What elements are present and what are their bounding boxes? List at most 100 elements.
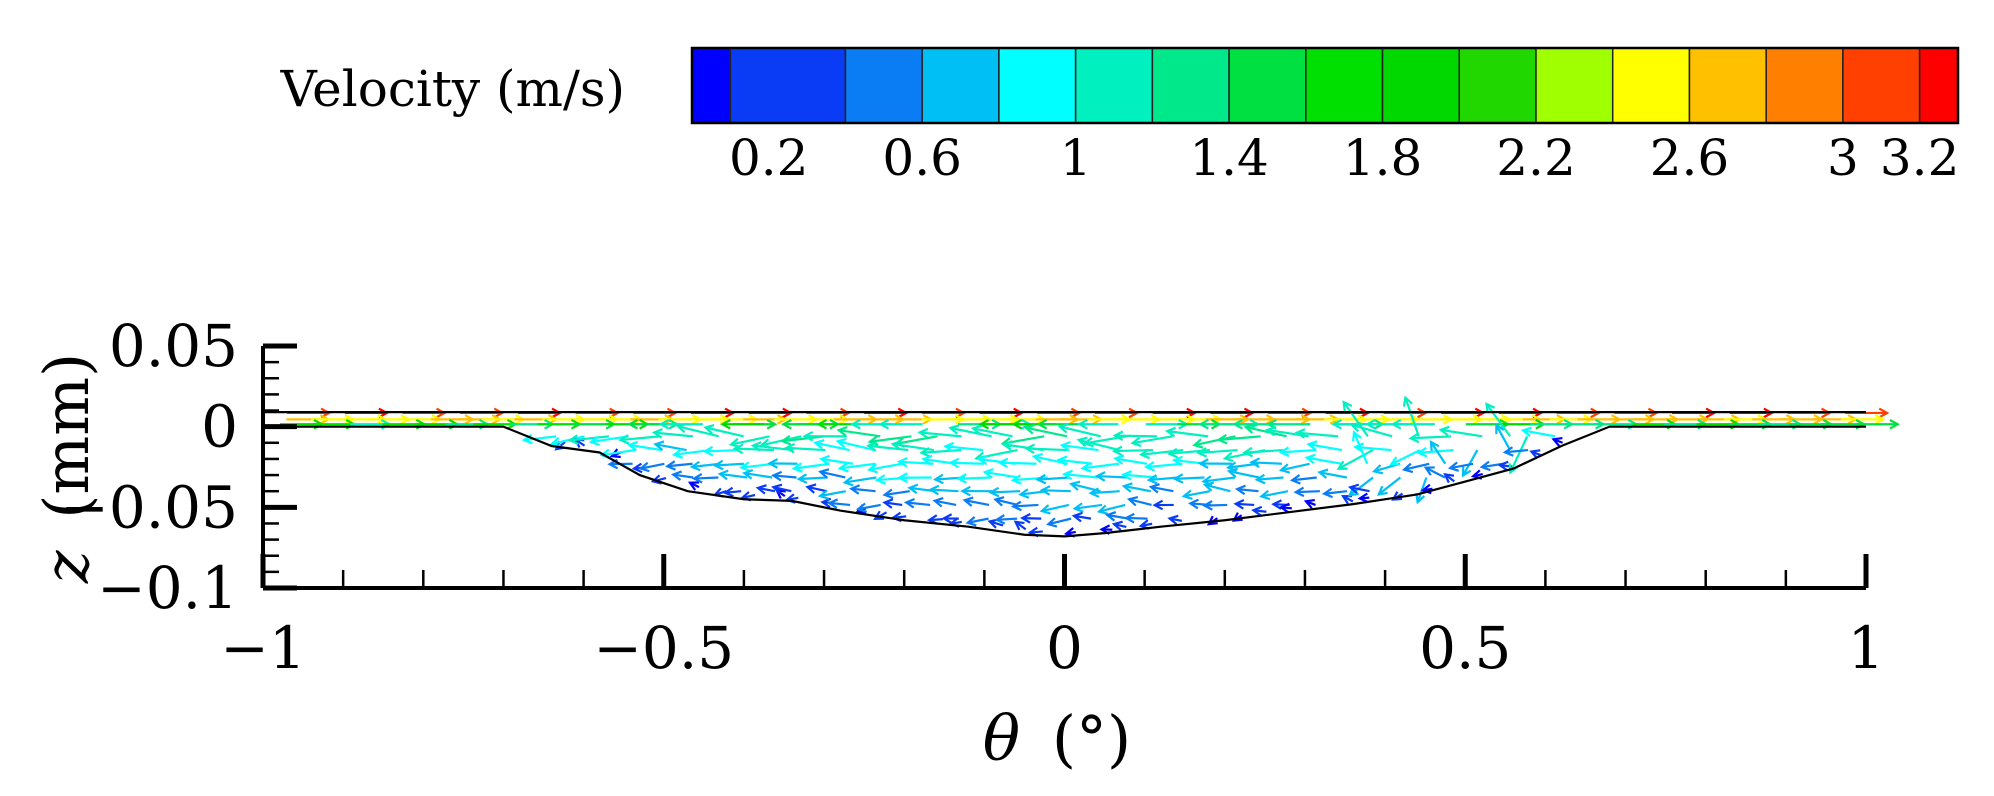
velocity-arrow	[1144, 461, 1183, 472]
velocity-arrow	[1243, 423, 1287, 438]
velocity-arrow	[1226, 467, 1260, 479]
y-tick-label: 0.05	[109, 312, 238, 380]
velocity-arrow	[1520, 426, 1556, 438]
velocity-arrow	[1046, 517, 1072, 528]
y-tick-label: 0	[201, 393, 238, 461]
velocity-arrow	[878, 418, 923, 430]
velocity-arrow	[1024, 443, 1068, 455]
velocity-arrow	[771, 470, 797, 482]
velocity-arrow	[903, 497, 931, 509]
velocity-arrow	[1429, 440, 1447, 465]
colorbar-swatch	[844, 47, 923, 124]
velocity-arrow	[997, 457, 1037, 469]
velocity-arrow	[1443, 473, 1455, 484]
colorbar-swatch	[1918, 47, 1959, 124]
velocity-arrow	[994, 514, 1018, 525]
colorbar-tick-label: 2.2	[1496, 129, 1576, 187]
velocity-arrow	[1181, 489, 1211, 500]
colorbar-swatch	[1765, 47, 1844, 124]
x-tick-label: −0.5	[593, 614, 734, 682]
velocity-arrow	[1855, 418, 1901, 430]
velocity-arrow	[1121, 482, 1152, 493]
velocity-arrow	[882, 498, 903, 509]
velocity-arrow	[1317, 468, 1348, 479]
velocity-arrow	[960, 485, 992, 497]
velocity-arrow	[771, 483, 792, 494]
colorbar-swatch	[1074, 47, 1154, 124]
velocity-arrow	[855, 502, 881, 513]
velocity-arrow	[970, 424, 1013, 438]
colorbar-swatch	[1381, 47, 1461, 124]
velocity-arrow	[791, 462, 830, 473]
velocity-arrow	[796, 473, 828, 484]
velocity-arrow	[1401, 462, 1430, 474]
velocity-arrow	[742, 469, 773, 480]
velocity-arrow	[1172, 473, 1205, 484]
velocity-arrow	[1304, 453, 1343, 465]
velocity-arrow	[691, 472, 719, 484]
velocity-arrow	[813, 439, 850, 452]
colorbar-swatch	[1611, 47, 1691, 124]
velocity-vectors	[279, 395, 1901, 538]
velocity-arrow	[567, 434, 610, 445]
velocity-arrow	[1423, 466, 1446, 479]
colorbar-swatch	[1228, 47, 1307, 124]
velocity-arrow	[720, 418, 765, 430]
colorbar-swatch	[1458, 47, 1537, 124]
colorbar-swatch	[1151, 47, 1230, 124]
velocity-arrow	[1123, 512, 1148, 524]
velocity-arrow	[675, 422, 720, 438]
velocity-arrow	[717, 469, 748, 481]
velocity-arrow	[1306, 440, 1343, 452]
velocity-arrow	[1349, 421, 1393, 438]
velocity-arrow	[932, 497, 957, 508]
velocity-arrow	[965, 516, 989, 527]
velocity-arrow	[1461, 449, 1479, 478]
velocity-arrow	[618, 434, 660, 445]
velocity-arrow	[1376, 476, 1402, 496]
velocity-arrow	[1289, 474, 1317, 485]
velocity-arrow	[1036, 418, 1081, 430]
velocity-arrow	[1264, 425, 1309, 438]
velocity-arrow	[817, 489, 847, 500]
velocity-arrow	[1146, 474, 1178, 485]
velocity-arrow	[739, 461, 775, 472]
velocity-arrow	[728, 435, 770, 449]
velocity-arrow	[549, 435, 585, 448]
velocity-arrow	[1254, 473, 1284, 485]
velocity-arrow	[1035, 473, 1070, 485]
velocity-arrow	[1233, 499, 1255, 510]
x-tick-label: −1	[220, 614, 306, 682]
velocity-arrow	[1164, 426, 1209, 438]
velocity-arrow	[1447, 461, 1474, 472]
velocity-arrow	[1408, 432, 1452, 444]
velocity-arrow	[1259, 489, 1289, 501]
velocity-arrow	[626, 440, 662, 452]
velocity-arrow	[1234, 484, 1259, 496]
velocity-arrow	[712, 459, 744, 471]
velocity-arrow	[943, 441, 984, 453]
plot-area: −1 −0.5 0 0.5 1 0.05 0 −0.05 −0.1 θ (°) z (mm)	[30, 312, 1901, 775]
x-axis-unit: (°)	[1052, 702, 1131, 775]
velocity-arrow	[767, 458, 798, 469]
velocity-arrow	[1010, 500, 1039, 512]
velocity-arrow	[1278, 462, 1310, 474]
colorbar-title: Velocity (m/s)	[280, 60, 625, 118]
velocity-arrow	[1197, 458, 1233, 469]
velocity-arrow	[1077, 418, 1119, 430]
x-tick-label: 1	[1848, 614, 1885, 682]
colorbar-tick-labels: 0.2 0.6 1 1.4 1.8 2.2 2.6 3 3.2	[729, 129, 1959, 187]
y-tick-labels: 0.05 0 −0.05 −0.1	[60, 312, 238, 622]
velocity-arrow	[1196, 447, 1238, 458]
velocity-arrow	[1121, 470, 1158, 481]
colorbar-swatches	[690, 46, 1960, 125]
velocity-arrow	[1057, 423, 1101, 438]
colorbar-tick-label: 2.6	[1650, 129, 1730, 187]
velocity-arrow	[638, 461, 665, 473]
velocity-arrow	[1202, 500, 1228, 511]
velocity-arrow	[1088, 487, 1120, 498]
velocity-arrow	[919, 446, 962, 458]
velocity-arrow	[1096, 503, 1126, 515]
velocity-arrow	[1059, 441, 1099, 452]
